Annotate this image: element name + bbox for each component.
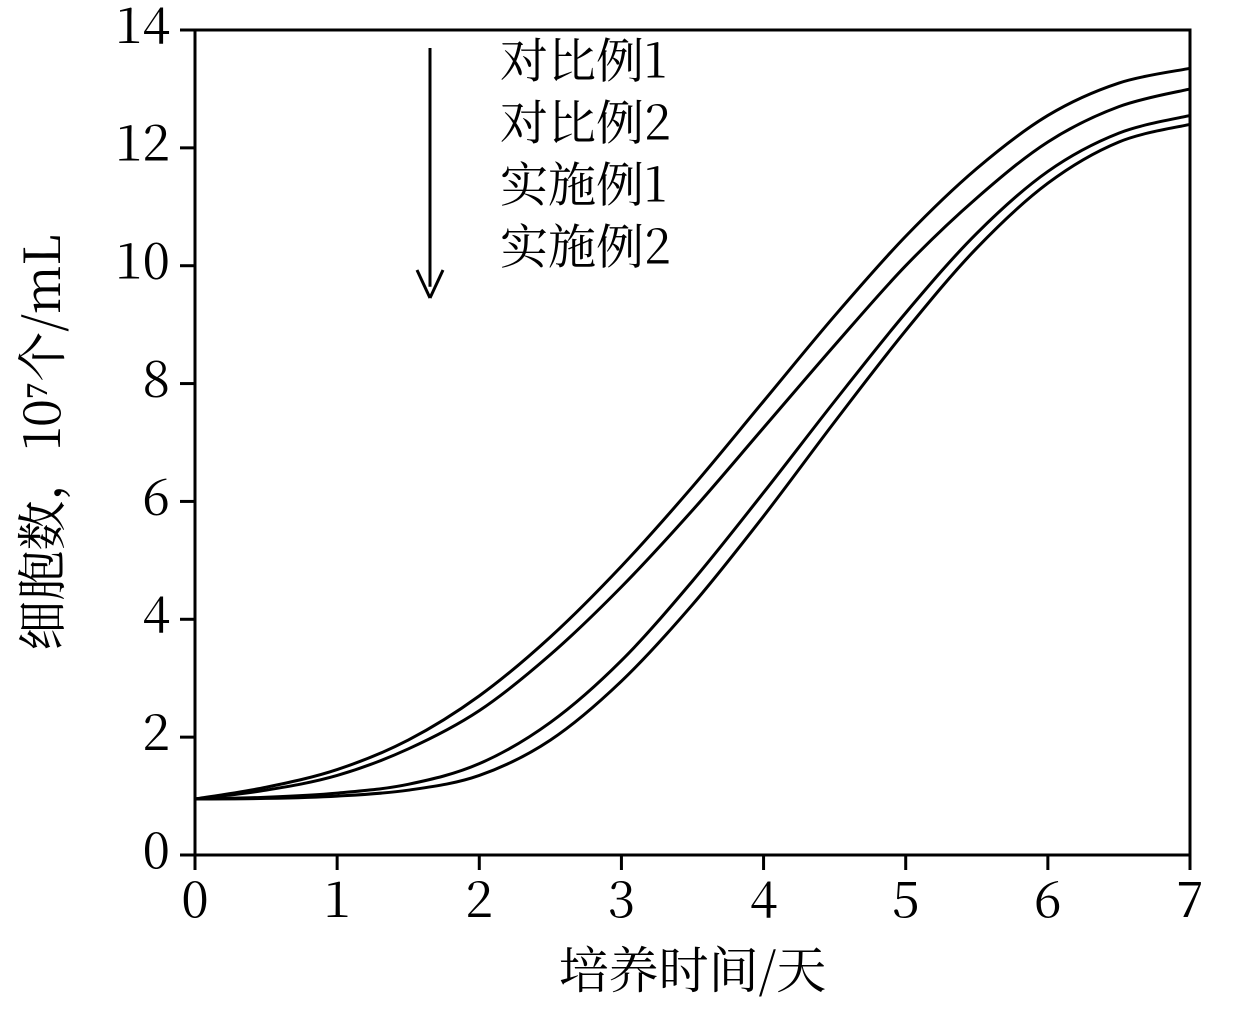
y-tick-label: 6	[143, 457, 171, 529]
x-tick-label: 4	[750, 860, 778, 932]
legend-item-3: 实施例2	[500, 208, 671, 277]
x-tick-label: 0	[181, 860, 209, 932]
y-tick-label: 4	[143, 575, 171, 647]
x-tick-label: 1	[323, 860, 351, 932]
x-tick-label: 2	[466, 860, 494, 932]
x-tick-label: 5	[892, 860, 920, 932]
y-tick-label: 10	[115, 222, 170, 294]
y-tick-label: 14	[115, 0, 170, 58]
y-tick-label: 8	[143, 339, 171, 411]
y-tick-label: 2	[143, 693, 171, 765]
legend-item-0: 对比例1	[500, 22, 667, 91]
x-tick-label: 6	[1034, 860, 1062, 932]
y-axis-label: 细胞数，10⁷个/mL	[3, 234, 75, 650]
x-tick-label: 3	[608, 860, 636, 932]
legend-item-1: 对比例2	[500, 84, 671, 153]
growth-curve-chart: 0123456702468101214培养时间/天细胞数，10⁷个/mL对比例1…	[0, 0, 1240, 1023]
x-axis-label: 培养时间/天	[559, 931, 827, 1003]
legend-item-2: 实施例1	[500, 146, 667, 215]
y-tick-label: 0	[143, 811, 171, 883]
x-tick-label: 7	[1176, 860, 1204, 932]
y-tick-label: 12	[115, 104, 170, 176]
